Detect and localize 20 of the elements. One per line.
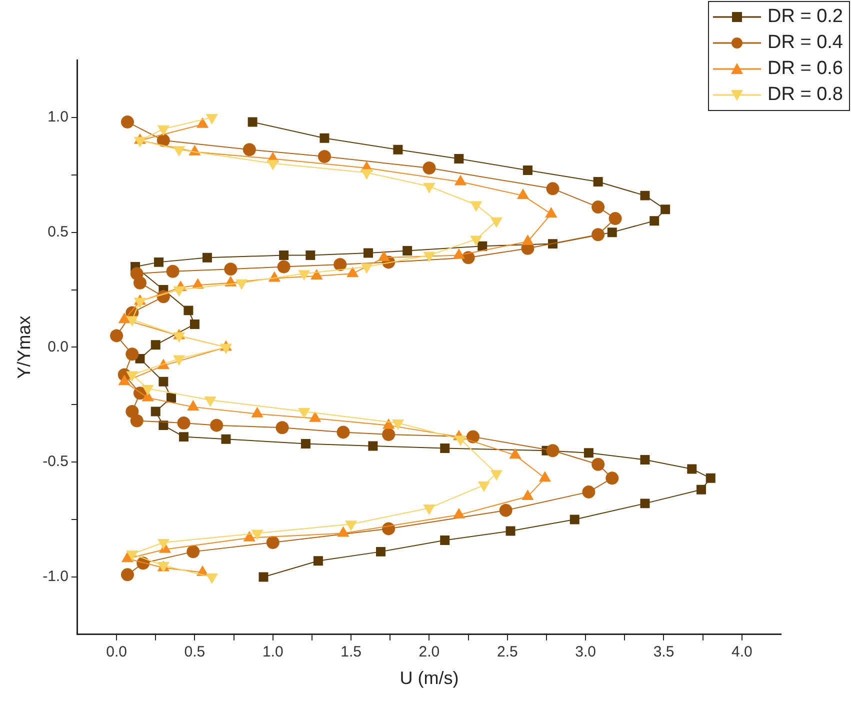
x-tick-label: 3.0	[575, 644, 596, 661]
x-tick-label: 2.0	[418, 644, 440, 661]
y-tick-label: 0.0	[48, 338, 68, 356]
legend-label: DR = 0.4	[767, 32, 843, 54]
x-tick-label: 1.0	[262, 644, 284, 661]
y-tick-label: 0.5	[48, 223, 68, 240]
x-tick-label: 1.5	[340, 644, 362, 661]
legend-label: DR = 0.8	[767, 84, 843, 106]
x-axis-title: U (m/s)	[400, 668, 459, 688]
legend-label: DR = 0.6	[767, 58, 843, 80]
x-tick-label: 0.5	[184, 644, 206, 661]
y-tick-label: -0.5	[42, 453, 68, 470]
y-tick-label: 1.0	[48, 108, 68, 126]
legend-label: DR = 0.2	[767, 6, 843, 28]
y-tick-label: -1.0	[42, 568, 68, 586]
y-axis-title: Y/Ymax	[14, 316, 34, 379]
x-tick-label: 3.5	[653, 644, 674, 661]
x-tick-label: 4.0	[731, 644, 752, 661]
x-tick-label: 2.5	[496, 644, 518, 661]
x-tick-label: 0.0	[106, 644, 127, 661]
